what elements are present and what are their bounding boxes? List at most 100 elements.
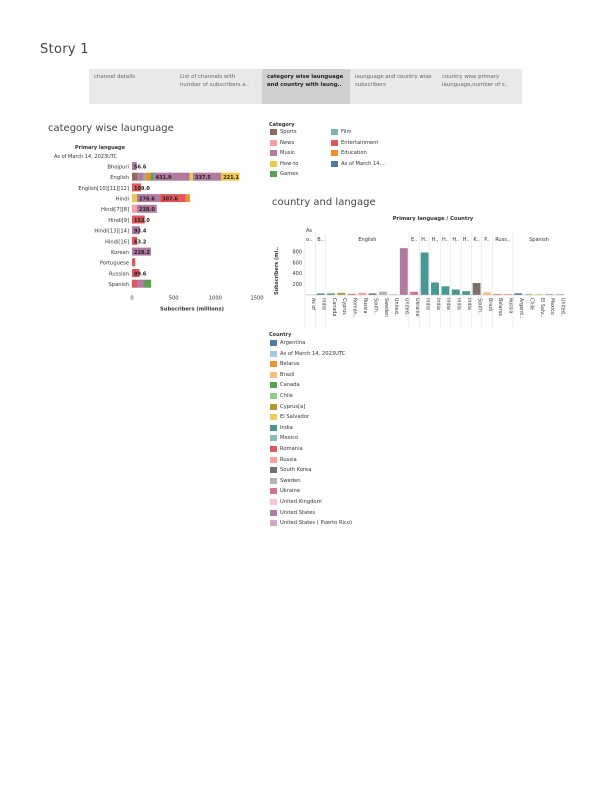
hbar-data-label: 337.5 — [195, 175, 211, 181]
country-legend-item-belarus[interactable]: Belarus — [270, 361, 300, 368]
vbar-bar[interactable] — [514, 293, 523, 295]
vbar-bar[interactable] — [410, 291, 419, 295]
hbar-subheader: As of March 14, 2023UTC — [54, 154, 118, 160]
country-legend-item-india[interactable]: India — [270, 424, 293, 431]
vbar-bar[interactable] — [306, 294, 315, 295]
hbar-segment[interactable] — [132, 204, 137, 213]
hbar-header: Primary language — [75, 145, 126, 151]
vbar-bar[interactable] — [431, 282, 439, 295]
country-legend-item-el-salvador[interactable]: El Salvador — [270, 414, 309, 421]
vbar-bar[interactable] — [327, 293, 335, 295]
vbar-bar[interactable] — [379, 291, 387, 295]
hbar-segment[interactable] — [150, 172, 154, 181]
vbar-bar[interactable] — [555, 293, 564, 295]
vbar-bar[interactable] — [472, 283, 481, 295]
hbar-segment[interactable] — [132, 194, 137, 203]
hbar-segment[interactable] — [132, 215, 145, 224]
legend-label: Sweden — [280, 477, 301, 484]
hbar-segment[interactable] — [189, 172, 193, 181]
vbar-bar[interactable] — [337, 292, 346, 295]
country-legend-item-united-states-puerto-rico[interactable]: United States ( Puerto Rico) — [270, 520, 352, 527]
legend-label: Mexico — [280, 435, 299, 442]
hbar-segment[interactable] — [132, 236, 138, 245]
hbar-segment[interactable] — [132, 226, 140, 235]
hbar-segment[interactable] — [144, 279, 152, 288]
hbar-chart-title: category wise launguage — [48, 123, 174, 134]
country-legend-item-south-korea[interactable]: South Korea — [270, 467, 311, 474]
vbar-group-label: Spanish — [529, 237, 549, 243]
vbar-group-label: K.. — [473, 237, 480, 243]
country-legend-item-sweden[interactable]: Sweden — [270, 477, 301, 484]
hbar-segment[interactable] — [132, 162, 137, 170]
vbar-bar[interactable] — [358, 292, 367, 295]
vbar-bar[interactable] — [493, 293, 502, 295]
country-legend-item-as-of-march-14-2023utc[interactable]: As of March 14, 2023UTC — [270, 350, 345, 357]
category-legend-item-music[interactable]: Music — [270, 150, 295, 156]
category-legend-item-games[interactable]: Games — [270, 171, 298, 177]
hbar-segment[interactable] — [137, 279, 145, 288]
hbar-segment[interactable] — [132, 247, 152, 256]
hbar-segment[interactable] — [160, 194, 186, 203]
country-legend-item-cyprus-a[interactable]: Cyprus[a] — [270, 403, 305, 410]
country-legend-item-brazil[interactable]: Brazil — [270, 371, 294, 378]
hbar-segment[interactable] — [192, 172, 222, 181]
vbar-bar[interactable] — [535, 293, 543, 295]
country-legend-item-ukraine[interactable]: Ukraine — [270, 488, 301, 495]
category-legend-item-education[interactable]: Education — [331, 150, 367, 156]
vbar-bar[interactable] — [524, 293, 533, 295]
tab-language-country-subscribers[interactable]: launguage and country wise subscribers — [355, 74, 432, 88]
vbar-bar[interactable] — [451, 289, 460, 295]
hbar-segment[interactable] — [137, 204, 157, 213]
category-legend-item-entertainment[interactable]: Entertainment — [331, 139, 378, 146]
vbar-bar[interactable] — [420, 252, 429, 295]
country-legend-item-argentina[interactable]: Argentina — [270, 340, 305, 346]
hbar-segment[interactable] — [221, 172, 240, 181]
country-legend-item-united-states[interactable]: United States — [270, 509, 315, 516]
hbar-segment[interactable] — [143, 172, 146, 181]
tab-channel-details[interactable]: channel details — [94, 74, 136, 80]
hbar-segment[interactable] — [132, 279, 137, 288]
hbar-segment[interactable] — [137, 172, 144, 181]
vbar-bar[interactable] — [441, 286, 450, 295]
vbar-bar[interactable] — [368, 293, 377, 295]
hbar-segment[interactable] — [132, 183, 142, 192]
vbar-bar[interactable] — [347, 293, 356, 295]
vbar-bar[interactable] — [399, 248, 408, 295]
category-legend-item-sports[interactable]: Sports — [270, 129, 297, 135]
hbar-segment[interactable] — [137, 194, 161, 203]
hbar-segment[interactable] — [153, 172, 190, 181]
vbar-bar[interactable] — [545, 293, 554, 295]
country-legend-item-mexico[interactable]: Mexico — [270, 435, 299, 442]
tab-list-of-channels[interactable]: List of channels with number of subscrib… — [180, 74, 250, 88]
hbar-segment[interactable] — [145, 172, 151, 181]
hbar-segment[interactable] — [132, 258, 136, 267]
category-legend-item-film[interactable]: Film — [331, 129, 352, 135]
vbar-bar[interactable] — [483, 292, 491, 295]
hbar-segment[interactable] — [185, 194, 190, 203]
vbar-bar[interactable] — [389, 293, 398, 295]
category-legend-item-how-to[interactable]: How-to — [270, 160, 298, 167]
hbar-segment[interactable] — [132, 172, 137, 181]
vbar-bar[interactable] — [503, 293, 512, 295]
hbar-segment[interactable] — [132, 269, 140, 277]
legend-label: India — [280, 424, 293, 431]
legend-swatch — [270, 382, 277, 389]
legend-label: United Kingdom — [280, 499, 322, 505]
vbar-group-label: H.. — [452, 237, 459, 243]
vbar-bar-label: Roman.. — [352, 298, 358, 318]
category-legend-item-news[interactable]: News — [270, 139, 294, 146]
country-legend-item-canada[interactable]: Canada — [270, 382, 300, 389]
country-legend-item-romania[interactable]: Romania — [270, 446, 303, 452]
category-legend-item-as-of-march-14[interactable]: As of March 14, .. — [331, 160, 386, 167]
country-legend-item-chile[interactable]: Chile — [270, 393, 293, 399]
vbar-bar[interactable] — [462, 291, 471, 295]
legend-label: Ukraine — [280, 488, 301, 495]
legend-swatch — [270, 477, 277, 484]
hbar-category-label: Hindi[13][14] — [94, 229, 129, 235]
tab-country-primary-language[interactable]: country wise primary launguage,number of… — [442, 74, 509, 88]
legend-swatch — [270, 435, 277, 442]
country-legend-item-russia[interactable]: Russia — [270, 456, 297, 463]
country-legend-item-united-kingdom[interactable]: United Kingdom — [270, 499, 322, 505]
vbar-bar[interactable] — [316, 293, 325, 295]
tab-category-wise-language[interactable]: category wise launguage and country with… — [262, 69, 350, 104]
